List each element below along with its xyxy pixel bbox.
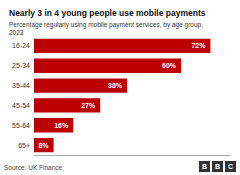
- svg-text:27%: 27%: [81, 102, 96, 109]
- svg-text:B: B: [202, 163, 207, 170]
- svg-text:35-44: 35-44: [12, 82, 30, 89]
- svg-text:38%: 38%: [108, 82, 123, 89]
- svg-text:Nearly 3 in 4 young people use: Nearly 3 in 4 young people use mobile pa…: [9, 8, 206, 18]
- svg-text:72%: 72%: [191, 42, 206, 49]
- svg-text:45-54: 45-54: [12, 102, 30, 109]
- svg-text:B: B: [215, 163, 220, 170]
- svg-text:25-34: 25-34: [12, 62, 30, 69]
- svg-text:C: C: [228, 163, 233, 170]
- svg-text:16%: 16%: [54, 122, 69, 129]
- svg-text:55-64: 55-64: [12, 122, 30, 129]
- svg-text:65+: 65+: [18, 142, 30, 149]
- svg-text:8%: 8%: [38, 142, 49, 149]
- svg-text:60%: 60%: [162, 62, 177, 69]
- svg-text:2023: 2023: [9, 29, 24, 36]
- svg-text:Percentage regularly using mob: Percentage regularly using mobile paymen…: [9, 21, 203, 29]
- svg-text:Source: UK Finance: Source: UK Finance: [4, 164, 63, 171]
- svg-text:16-24: 16-24: [12, 42, 30, 49]
